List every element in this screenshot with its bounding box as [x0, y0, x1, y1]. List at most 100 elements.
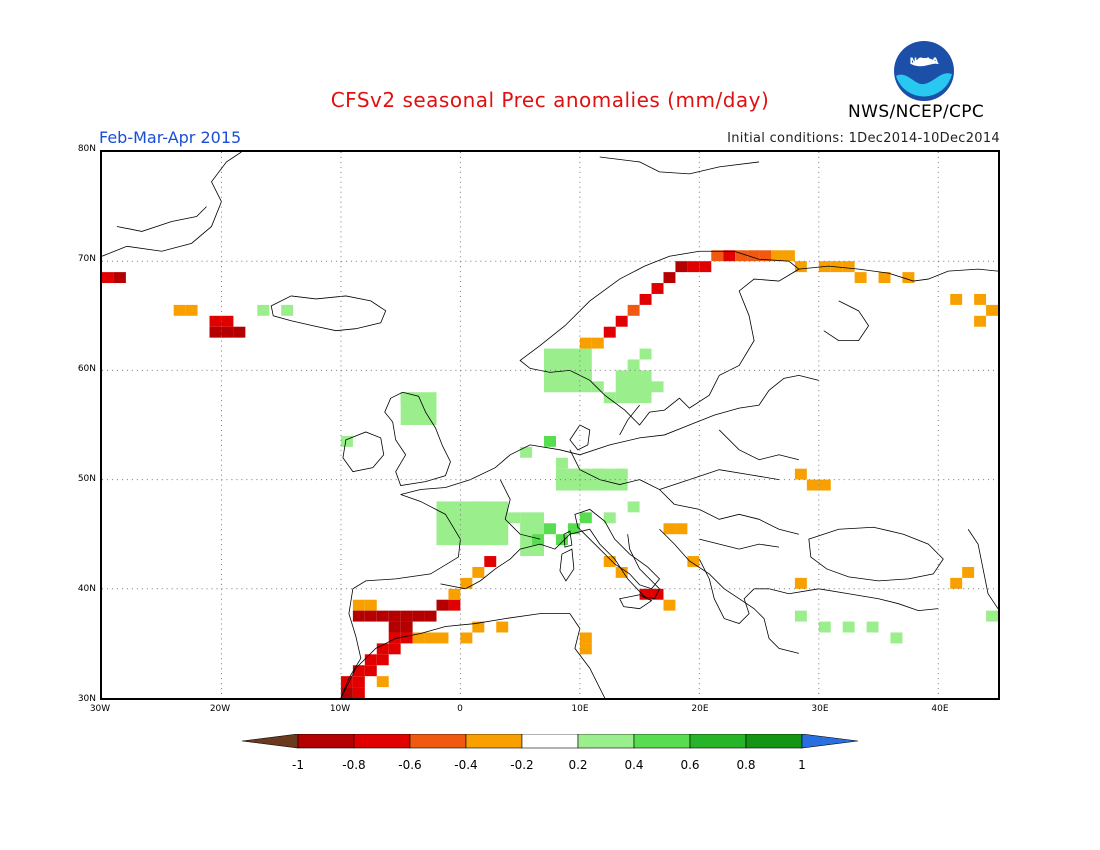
- anomaly-block: [615, 370, 652, 404]
- anomaly-cell: [627, 304, 640, 316]
- anomaly-cell: [579, 512, 592, 524]
- anomaly-cell: [651, 588, 664, 600]
- anomaly-cell: [902, 272, 915, 284]
- anomaly-cell: [340, 687, 353, 698]
- anomaly-cell: [615, 468, 628, 480]
- anomaly-cell: [723, 250, 736, 262]
- anomaly-cell: [663, 523, 676, 535]
- colorbar-segment: [745, 733, 803, 749]
- colorbar-tick-label: 1: [798, 758, 806, 772]
- anomaly-cell: [782, 250, 795, 262]
- anomaly-cell: [400, 610, 413, 622]
- anomaly-cell: [615, 315, 628, 327]
- anomaly-cell: [591, 381, 604, 393]
- anomaly-cell: [532, 534, 545, 546]
- anomaly-cell: [364, 665, 377, 677]
- anomaly-cell: [352, 610, 365, 622]
- anomaly-cell: [460, 632, 473, 644]
- lon-label: 30E: [811, 704, 829, 714]
- colorbar-tick-label: -0.6: [398, 758, 422, 772]
- colorbar-tick-label: -0.4: [454, 758, 478, 772]
- anomaly-cell: [794, 610, 807, 622]
- lon-label: 10E: [571, 704, 589, 714]
- anomaly-cell: [794, 261, 807, 273]
- anomaly-cell: [675, 261, 688, 273]
- map-canvas: [102, 152, 998, 698]
- anomaly-cell: [376, 654, 389, 666]
- anomaly-cell: [364, 654, 377, 666]
- anomaly-cell: [603, 556, 616, 567]
- anomaly-cell: [340, 435, 353, 447]
- anomaly-cell: [388, 610, 401, 622]
- period-label: Feb-Mar-Apr 2015: [99, 128, 242, 147]
- anomaly-cell: [794, 577, 807, 589]
- anomaly-cell: [615, 566, 628, 578]
- anomaly-cell: [818, 621, 831, 633]
- anomaly-cell: [173, 304, 186, 316]
- anomaly-cell: [448, 599, 461, 611]
- colorbar-tick-label: -1: [292, 758, 304, 772]
- colorbar-segment: [633, 733, 691, 749]
- colorbar-tick-label: -0.2: [510, 758, 534, 772]
- anomaly-cell: [842, 261, 855, 273]
- anomaly-cell: [735, 250, 748, 262]
- anomaly-cell: [233, 326, 246, 338]
- colorbar-scale: [241, 733, 859, 749]
- colorbar-segment: [297, 733, 355, 749]
- noaa-logo-text: NOAA: [910, 57, 939, 67]
- anomaly-cell: [448, 588, 461, 600]
- anomaly-cell: [663, 599, 676, 611]
- colorbar-tick-label: -0.8: [342, 758, 366, 772]
- colorbar-tick-label: 0.4: [624, 758, 644, 772]
- anomaly-cell: [962, 566, 975, 578]
- anomaly-cell: [364, 599, 377, 611]
- anomaly-cell: [806, 479, 819, 491]
- anomaly-cell: [257, 304, 270, 316]
- anomaly-cell: [675, 523, 688, 535]
- anomaly-map: [100, 150, 1000, 700]
- anomaly-cell: [651, 283, 664, 294]
- anomaly-cell: [424, 632, 437, 644]
- anomaly-cell: [567, 359, 580, 371]
- chart-title: CFSv2 seasonal Prec anomalies (mm/day): [330, 88, 770, 112]
- anomaly-cell: [209, 315, 222, 327]
- anomaly-cell: [388, 632, 401, 644]
- anomaly-cell: [579, 370, 592, 382]
- lon-label: 40E: [931, 704, 949, 714]
- anomaly-cell: [352, 687, 365, 698]
- anomaly-cell: [400, 632, 413, 644]
- colorbar-segment: [465, 733, 523, 749]
- anomaly-cell: [376, 610, 389, 622]
- anomaly-cell: [794, 468, 807, 480]
- lat-label: 70N: [77, 254, 96, 264]
- anomaly-cell: [400, 621, 413, 633]
- graticule: [102, 152, 998, 698]
- anomaly-cell: [221, 326, 234, 338]
- anomaly-cell: [579, 337, 592, 349]
- lat-label: 40N: [77, 584, 96, 594]
- anomaly-cell: [950, 293, 963, 305]
- anomaly-cell: [603, 326, 616, 338]
- anomaly-cell: [986, 610, 998, 622]
- anomaly-cell: [376, 676, 389, 688]
- anomaly-cell: [102, 272, 114, 284]
- anomaly-cell: [436, 599, 449, 611]
- agency-label: NWS/NCEP/CPC: [848, 102, 985, 122]
- anomaly-cell: [687, 556, 700, 567]
- lon-label: 10W: [329, 704, 351, 714]
- anomaly-cell: [627, 501, 640, 513]
- anomaly-cell: [484, 556, 497, 567]
- anomaly-cell: [400, 392, 413, 404]
- anomaly-cell: [890, 632, 903, 644]
- colorbar-min-arrow: [241, 733, 299, 749]
- colorbar-segment: [689, 733, 747, 749]
- anomaly-cell: [555, 457, 568, 469]
- anomaly-cell: [340, 676, 353, 688]
- anomaly-cell: [221, 315, 234, 327]
- anomaly-cell: [352, 676, 365, 688]
- anomaly-cell: [627, 359, 640, 371]
- colorbar-segment: [409, 733, 467, 749]
- anomaly-cell: [185, 304, 198, 316]
- anomaly-cell: [544, 435, 556, 447]
- anomaly-cell: [866, 621, 879, 633]
